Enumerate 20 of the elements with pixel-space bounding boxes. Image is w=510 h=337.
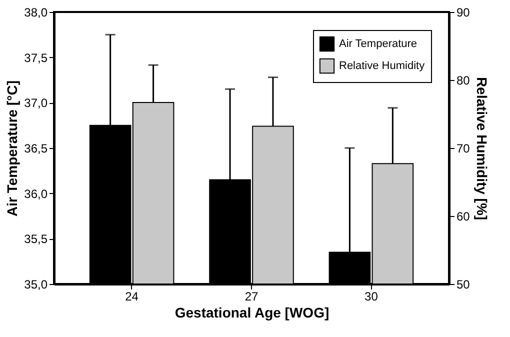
legend-label: Air Temperature — [339, 38, 418, 50]
y-tick-label: 36,5 — [24, 142, 48, 156]
y2-axis-title: Relative Humidity [%] — [474, 76, 490, 220]
y-tick-label: 37,0 — [24, 96, 48, 110]
y2-tick-label: 90 — [456, 6, 470, 20]
y-tick-label: 38,0 — [24, 6, 48, 20]
y-tick-label: 35,0 — [24, 278, 48, 292]
y2-tick-label: 60 — [456, 210, 470, 224]
x-axis-title: Gestational Age [WOG] — [174, 304, 330, 320]
y2-tick-label: 70 — [456, 142, 470, 156]
x-tick-label: 30 — [364, 290, 378, 304]
y-tick-label: 36,0 — [24, 186, 48, 201]
x-tick-label: 27 — [244, 290, 258, 304]
y-tick-label: 35,5 — [24, 232, 48, 246]
x-tick-label: 24 — [125, 290, 139, 304]
y2-tick-label: 50 — [456, 278, 470, 292]
y-tick-label: 37,5 — [24, 50, 48, 65]
y-axis-title: Air Temperature [°C] — [4, 80, 20, 217]
y2-tick-label: 80 — [456, 74, 470, 88]
legend-label: Relative Humidity — [339, 60, 426, 72]
